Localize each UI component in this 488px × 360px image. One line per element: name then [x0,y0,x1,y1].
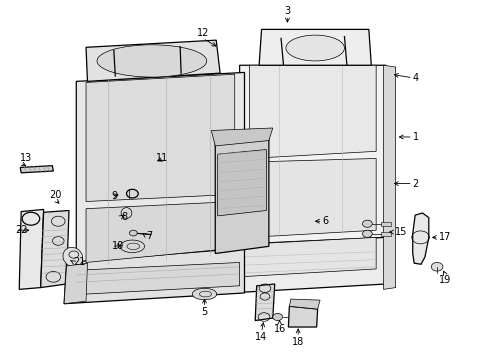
Polygon shape [380,231,390,236]
Text: 17: 17 [438,232,450,242]
Text: 12: 12 [197,28,209,39]
Circle shape [129,230,137,236]
Polygon shape [412,213,428,264]
Polygon shape [211,128,272,146]
Text: 16: 16 [273,324,285,334]
Text: 3: 3 [284,6,290,16]
Text: 22: 22 [15,225,28,235]
Ellipse shape [97,45,206,77]
Polygon shape [86,74,234,202]
Text: 10: 10 [112,241,124,251]
Polygon shape [383,65,395,289]
Text: 14: 14 [255,332,267,342]
Polygon shape [255,284,274,320]
Ellipse shape [285,35,344,61]
Text: 15: 15 [394,227,406,237]
Text: 6: 6 [322,216,328,226]
Text: 5: 5 [201,307,207,317]
Text: 8: 8 [122,212,127,221]
Text: 20: 20 [49,190,61,200]
Circle shape [362,220,371,227]
Text: 13: 13 [20,153,32,163]
Text: 9: 9 [112,191,118,201]
Polygon shape [76,72,244,266]
Polygon shape [86,202,234,262]
Polygon shape [289,299,320,309]
Polygon shape [239,237,375,277]
Text: 4: 4 [412,73,418,83]
Polygon shape [217,149,266,216]
Polygon shape [380,222,390,226]
Polygon shape [239,65,385,248]
Text: 11: 11 [156,153,168,163]
Text: 21: 21 [73,257,85,267]
Circle shape [430,262,442,271]
Polygon shape [259,30,370,65]
Text: 18: 18 [291,337,304,347]
Polygon shape [288,306,317,327]
Polygon shape [249,65,375,158]
Polygon shape [86,40,220,81]
Polygon shape [215,130,268,253]
Text: 1: 1 [412,132,418,142]
Polygon shape [249,158,375,237]
Polygon shape [74,262,239,295]
Circle shape [22,212,40,225]
Ellipse shape [192,288,216,300]
Circle shape [272,314,282,320]
Polygon shape [64,248,244,304]
Ellipse shape [63,247,82,267]
Polygon shape [20,166,53,173]
Circle shape [362,230,371,237]
Text: 7: 7 [146,231,152,240]
Polygon shape [229,237,385,293]
Polygon shape [19,210,43,289]
Text: 2: 2 [412,179,418,189]
Ellipse shape [120,240,144,253]
Polygon shape [41,211,69,288]
Text: 19: 19 [438,275,450,285]
Polygon shape [64,263,87,304]
